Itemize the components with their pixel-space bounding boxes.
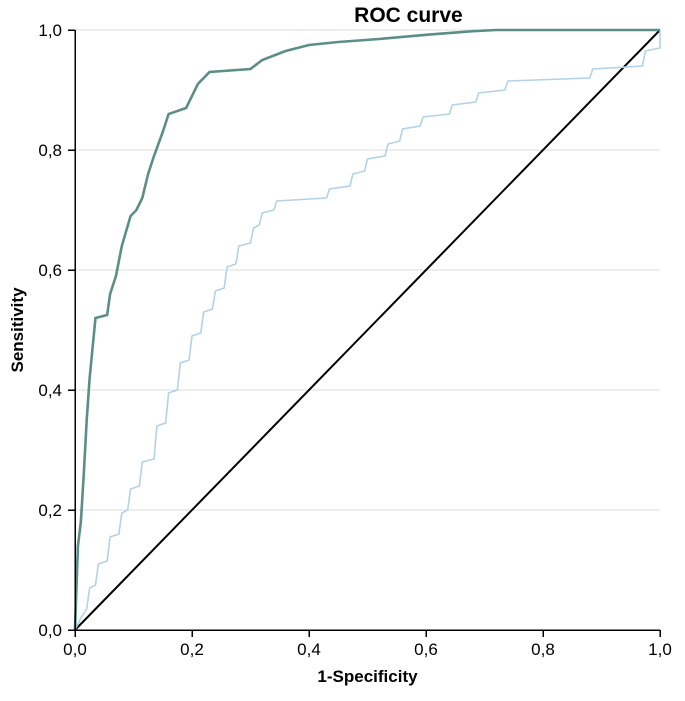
diagonal-reference: [75, 30, 660, 630]
y-axis-label: Sensitivity: [8, 287, 27, 373]
x-tick-label: 1,0: [648, 640, 672, 659]
y-tick-label: 0,2: [38, 501, 62, 520]
x-axis-label: 1-Specificity: [317, 667, 418, 686]
x-tick-label: 0,6: [414, 640, 438, 659]
y-tick-label: 0,8: [38, 141, 62, 160]
chart-title: ROC curve: [354, 4, 463, 27]
y-tick-label: 0,6: [38, 261, 62, 280]
roc-chart: 0,0 0,2 0,4 0,6 0,8 1,0 0,0 0,2 0,4 0,6 0,8 1,0 ROC …: [0, 0, 685, 701]
y-tick-label: 1,0: [38, 21, 62, 40]
x-tick-label: 0,4: [297, 640, 321, 659]
x-tick-label: 0,0: [63, 640, 87, 659]
x-tick-label: 0,8: [531, 640, 555, 659]
y-tick-label: 0,0: [38, 621, 62, 640]
x-tick-label: 0,2: [180, 640, 204, 659]
y-tick-label: 0,4: [38, 381, 62, 400]
